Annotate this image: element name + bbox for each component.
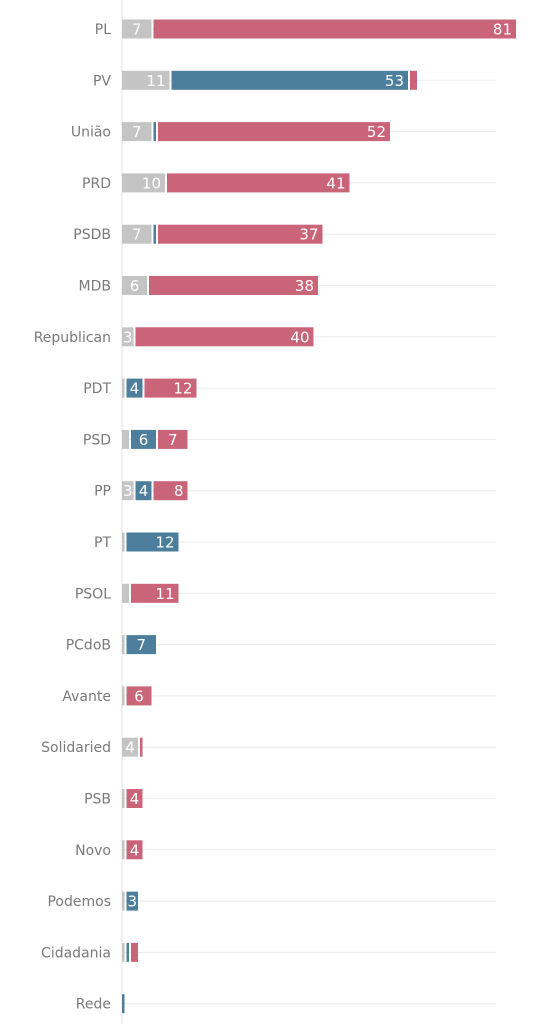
bar-segment [126,686,152,706]
category-label: PL [95,22,111,38]
bar-segment [126,532,179,552]
bar-segment [122,583,129,603]
data-label: 3 [123,328,133,346]
category-label: PT [94,535,111,551]
data-label: 11 [146,72,165,90]
bar-segment [140,737,143,757]
bar-segment [131,429,156,449]
bar-segment [122,224,152,244]
data-label: 10 [142,174,161,192]
bar-segment [144,378,197,398]
data-label: 6 [139,431,149,449]
bar-segment [126,635,156,655]
category-label: PP [94,484,111,500]
data-label: 8 [174,482,184,500]
bar-segment [153,122,156,142]
bar-segment [122,70,170,90]
data-label: 37 [299,226,318,244]
data-label: 11 [155,585,174,603]
data-label: 4 [130,841,140,859]
bar-segment [158,429,188,449]
category-label: Avante [62,689,111,705]
category-label: PDT [83,381,111,397]
data-label: 12 [155,534,174,552]
category-label: PV [93,73,111,89]
data-label: 4 [125,739,135,757]
bar-segment [122,276,147,295]
bar-segment [153,19,516,39]
data-label: 52 [367,123,386,141]
category-label: União [71,125,111,141]
data-label: 7 [132,123,142,141]
category-label: PSDB [73,227,111,243]
data-label: 6 [130,277,140,295]
category-label: Rede [76,997,111,1013]
bar-segment [171,70,408,90]
data-label: 40 [290,328,309,346]
category-label: Solidaried [41,740,111,756]
data-label: 41 [326,174,345,192]
bar-segment [153,481,188,501]
bar-segment [122,737,138,757]
bar-segment [167,173,350,193]
bar-segment [122,789,125,808]
category-label: Cidadania [41,945,111,961]
bar-segment [122,429,129,449]
category-label: Republican [34,330,111,346]
bar-segment [126,378,143,398]
bar-segment [135,327,314,347]
bar-segment [122,122,152,142]
category-label: Novo [75,843,111,859]
data-label: 7 [132,21,142,39]
category-label: MDB [79,279,111,295]
category-label: PRD [82,176,111,192]
bar-segment [126,789,143,808]
category-label: PSOL [75,586,111,602]
data-label: 81 [493,21,512,39]
bar-segment [122,686,125,706]
bar-segment [122,481,134,501]
data-label: 38 [295,277,314,295]
data-label: 7 [132,226,142,244]
bar-segment [126,840,143,860]
category-label: PCdoB [66,638,111,654]
bar-segment [126,942,129,962]
bar-segment [158,224,323,244]
data-label: 7 [136,636,146,654]
bar-segment [122,378,125,398]
data-label: 3 [127,893,137,911]
bar-segment [122,173,165,193]
data-label: 53 [385,72,404,90]
data-label: 12 [173,380,192,398]
data-label: 7 [168,431,178,449]
data-label: 4 [139,482,149,500]
bar-segment [135,481,152,501]
bar-segment [122,327,134,347]
bar-segment [126,891,138,911]
bar-segment [122,891,125,911]
bar-segment [122,942,125,962]
category-label: Podemos [47,894,111,910]
data-label: 4 [130,380,140,398]
bar-segment [131,583,179,603]
bar-segment [122,994,125,1014]
bar-segment [122,19,152,39]
bar-segment [131,942,138,962]
data-label: 4 [130,790,140,808]
category-label: PSB [84,792,111,808]
bar-segment [122,635,125,655]
category-label: PSD [83,432,111,448]
bar-segment [158,122,390,142]
bar-segment [149,276,318,295]
bar-segment [153,224,156,244]
bar-segment [122,532,125,552]
bar-segment [122,840,125,860]
bar-segment [410,70,417,90]
data-label: 3 [123,482,133,500]
data-label: 6 [134,687,144,705]
